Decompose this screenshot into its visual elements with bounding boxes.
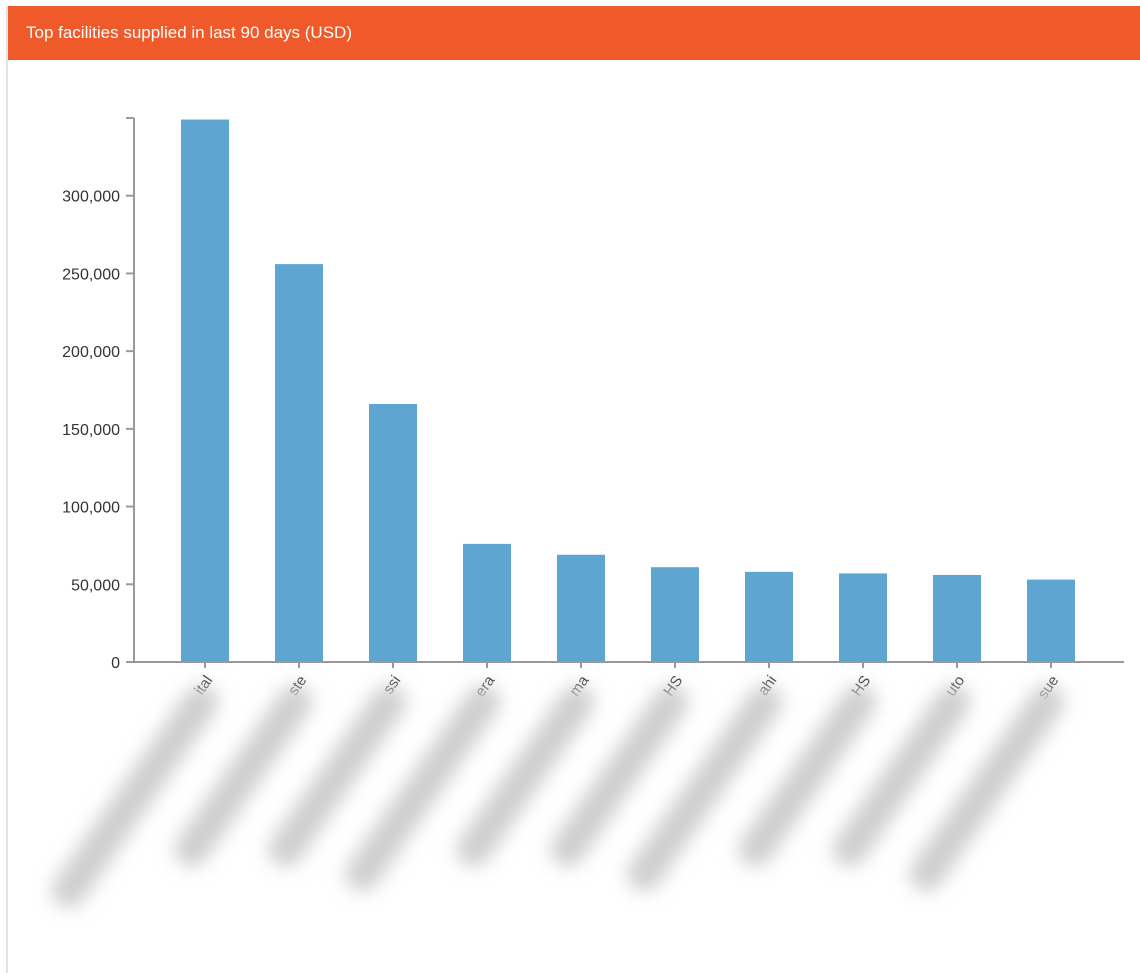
y-tick-label: 200,000: [62, 344, 120, 361]
redacted-labels: [52, 685, 1064, 908]
redacted-label-blur: [456, 685, 594, 867]
redacted-label-blur: [550, 685, 688, 867]
redacted-label-blur: [268, 685, 406, 867]
bar[interactable]: [745, 571, 793, 662]
redacted-label-blur: [832, 685, 970, 867]
y-tick-label: 150,000: [62, 422, 120, 439]
bar[interactable]: [557, 554, 605, 662]
redacted-label-blur: [738, 685, 876, 867]
bar[interactable]: [181, 119, 229, 663]
bar[interactable]: [839, 573, 887, 662]
y-tick-label: 100,000: [62, 500, 120, 517]
y-tick-label: 300,000: [62, 189, 120, 206]
bar[interactable]: [1027, 579, 1075, 662]
bars: [181, 119, 1075, 663]
redacted-label-blur: [909, 685, 1064, 892]
redacted-label-blur: [627, 685, 782, 892]
bar[interactable]: [463, 543, 511, 662]
panel-title: Top facilities supplied in last 90 days …: [8, 6, 1140, 60]
bar[interactable]: [275, 264, 323, 662]
redacted-label-blur: [345, 685, 500, 892]
bar[interactable]: [369, 403, 417, 662]
y-tick-label: 250,000: [62, 266, 120, 283]
y-tick-label: 0: [111, 655, 120, 672]
bar[interactable]: [651, 567, 699, 662]
y-tick-label: 50,000: [71, 577, 120, 594]
y-axis: 0 50,000 100,000 150,000 200,000 250,000 300,0…: [62, 117, 135, 672]
bar[interactable]: [933, 574, 981, 662]
redacted-label-blur: [52, 685, 218, 908]
redacted-label-blur: [174, 685, 312, 867]
